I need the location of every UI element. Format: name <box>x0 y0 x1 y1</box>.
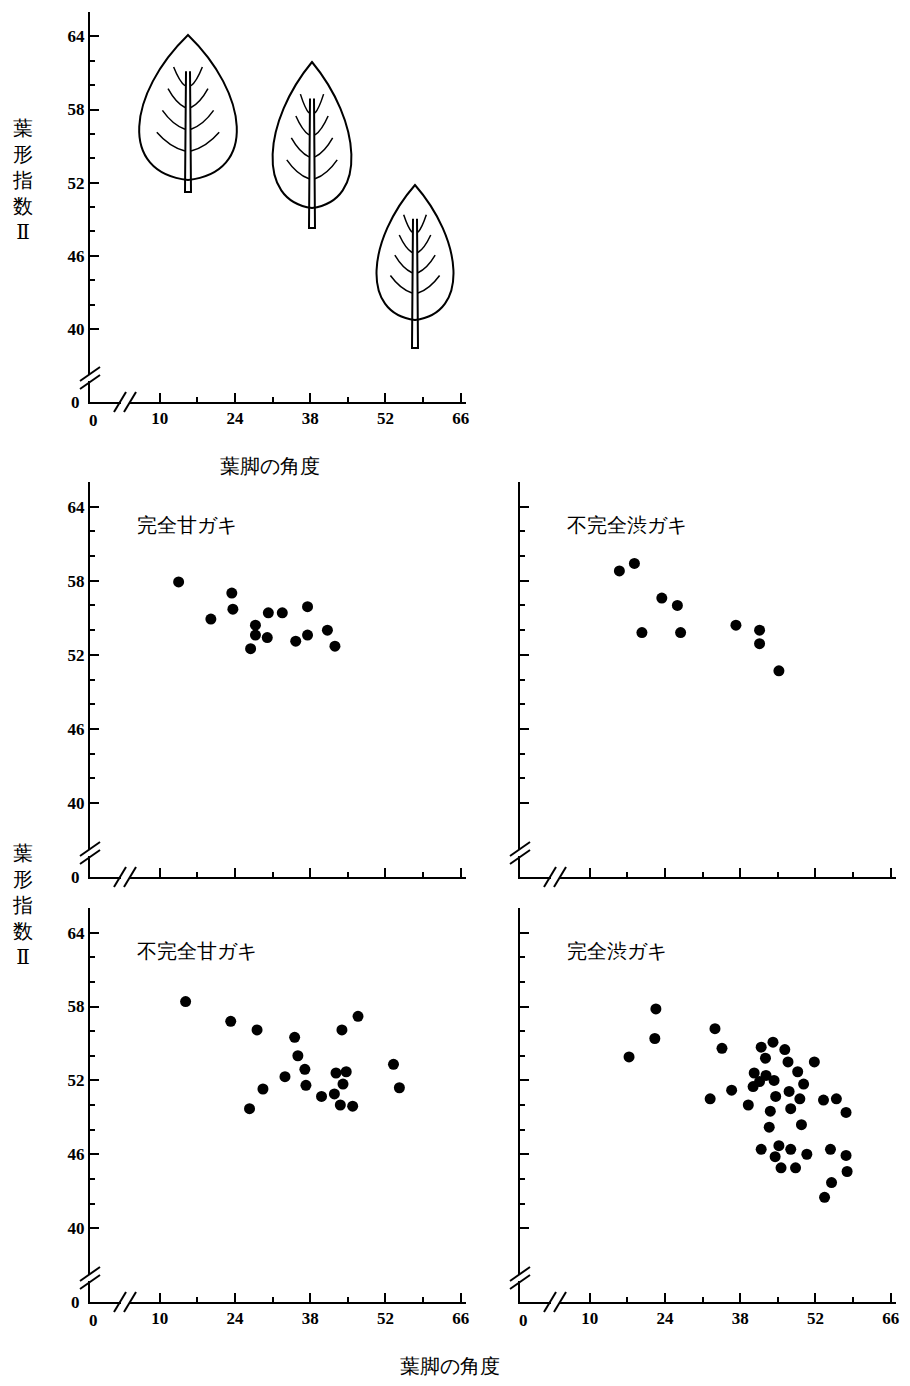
svg-text:66: 66 <box>452 409 469 428</box>
svg-text:58: 58 <box>68 100 85 119</box>
svg-text:0: 0 <box>71 1293 80 1312</box>
svg-text:葉脚の角度: 葉脚の角度 <box>220 455 320 477</box>
svg-text:10: 10 <box>151 409 168 428</box>
svg-text:不完全甘ガキ: 不完全甘ガキ <box>137 940 257 962</box>
svg-text:52: 52 <box>68 646 85 665</box>
svg-text:52: 52 <box>377 1309 394 1328</box>
svg-text:52: 52 <box>807 1309 824 1328</box>
svg-text:0: 0 <box>519 1311 528 1330</box>
svg-text:64: 64 <box>68 498 86 517</box>
svg-text:38: 38 <box>302 409 319 428</box>
svg-text:64: 64 <box>68 924 86 943</box>
svg-text:40: 40 <box>68 1219 85 1238</box>
svg-text:52: 52 <box>377 409 394 428</box>
svg-text:葉形指数Ⅱ: 葉形指数Ⅱ <box>12 842 33 968</box>
svg-text:58: 58 <box>68 997 85 1016</box>
svg-text:46: 46 <box>68 247 85 266</box>
svg-text:完全渋ガキ: 完全渋ガキ <box>567 940 667 962</box>
svg-text:10: 10 <box>581 1309 598 1328</box>
svg-text:葉脚の角度: 葉脚の角度 <box>400 1355 500 1377</box>
svg-text:24: 24 <box>227 409 245 428</box>
svg-text:38: 38 <box>732 1309 749 1328</box>
svg-text:葉形指数Ⅱ: 葉形指数Ⅱ <box>12 117 33 243</box>
svg-text:完全甘ガキ: 完全甘ガキ <box>137 514 237 536</box>
svg-text:不完全渋ガキ: 不完全渋ガキ <box>567 514 687 536</box>
svg-text:38: 38 <box>302 1309 319 1328</box>
svg-text:46: 46 <box>68 1145 85 1164</box>
svg-text:46: 46 <box>68 720 85 739</box>
svg-text:66: 66 <box>452 1309 469 1328</box>
svg-text:40: 40 <box>68 320 85 339</box>
svg-text:58: 58 <box>68 572 85 591</box>
svg-text:40: 40 <box>68 794 85 813</box>
svg-text:52: 52 <box>68 174 85 193</box>
svg-text:52: 52 <box>68 1071 85 1090</box>
svg-text:10: 10 <box>151 1309 168 1328</box>
svg-text:24: 24 <box>657 1309 675 1328</box>
svg-text:0: 0 <box>71 868 80 887</box>
svg-text:64: 64 <box>68 27 86 46</box>
svg-text:0: 0 <box>89 411 98 430</box>
svg-text:24: 24 <box>227 1309 245 1328</box>
svg-text:0: 0 <box>71 393 80 412</box>
svg-text:66: 66 <box>882 1309 899 1328</box>
svg-text:0: 0 <box>89 1311 98 1330</box>
